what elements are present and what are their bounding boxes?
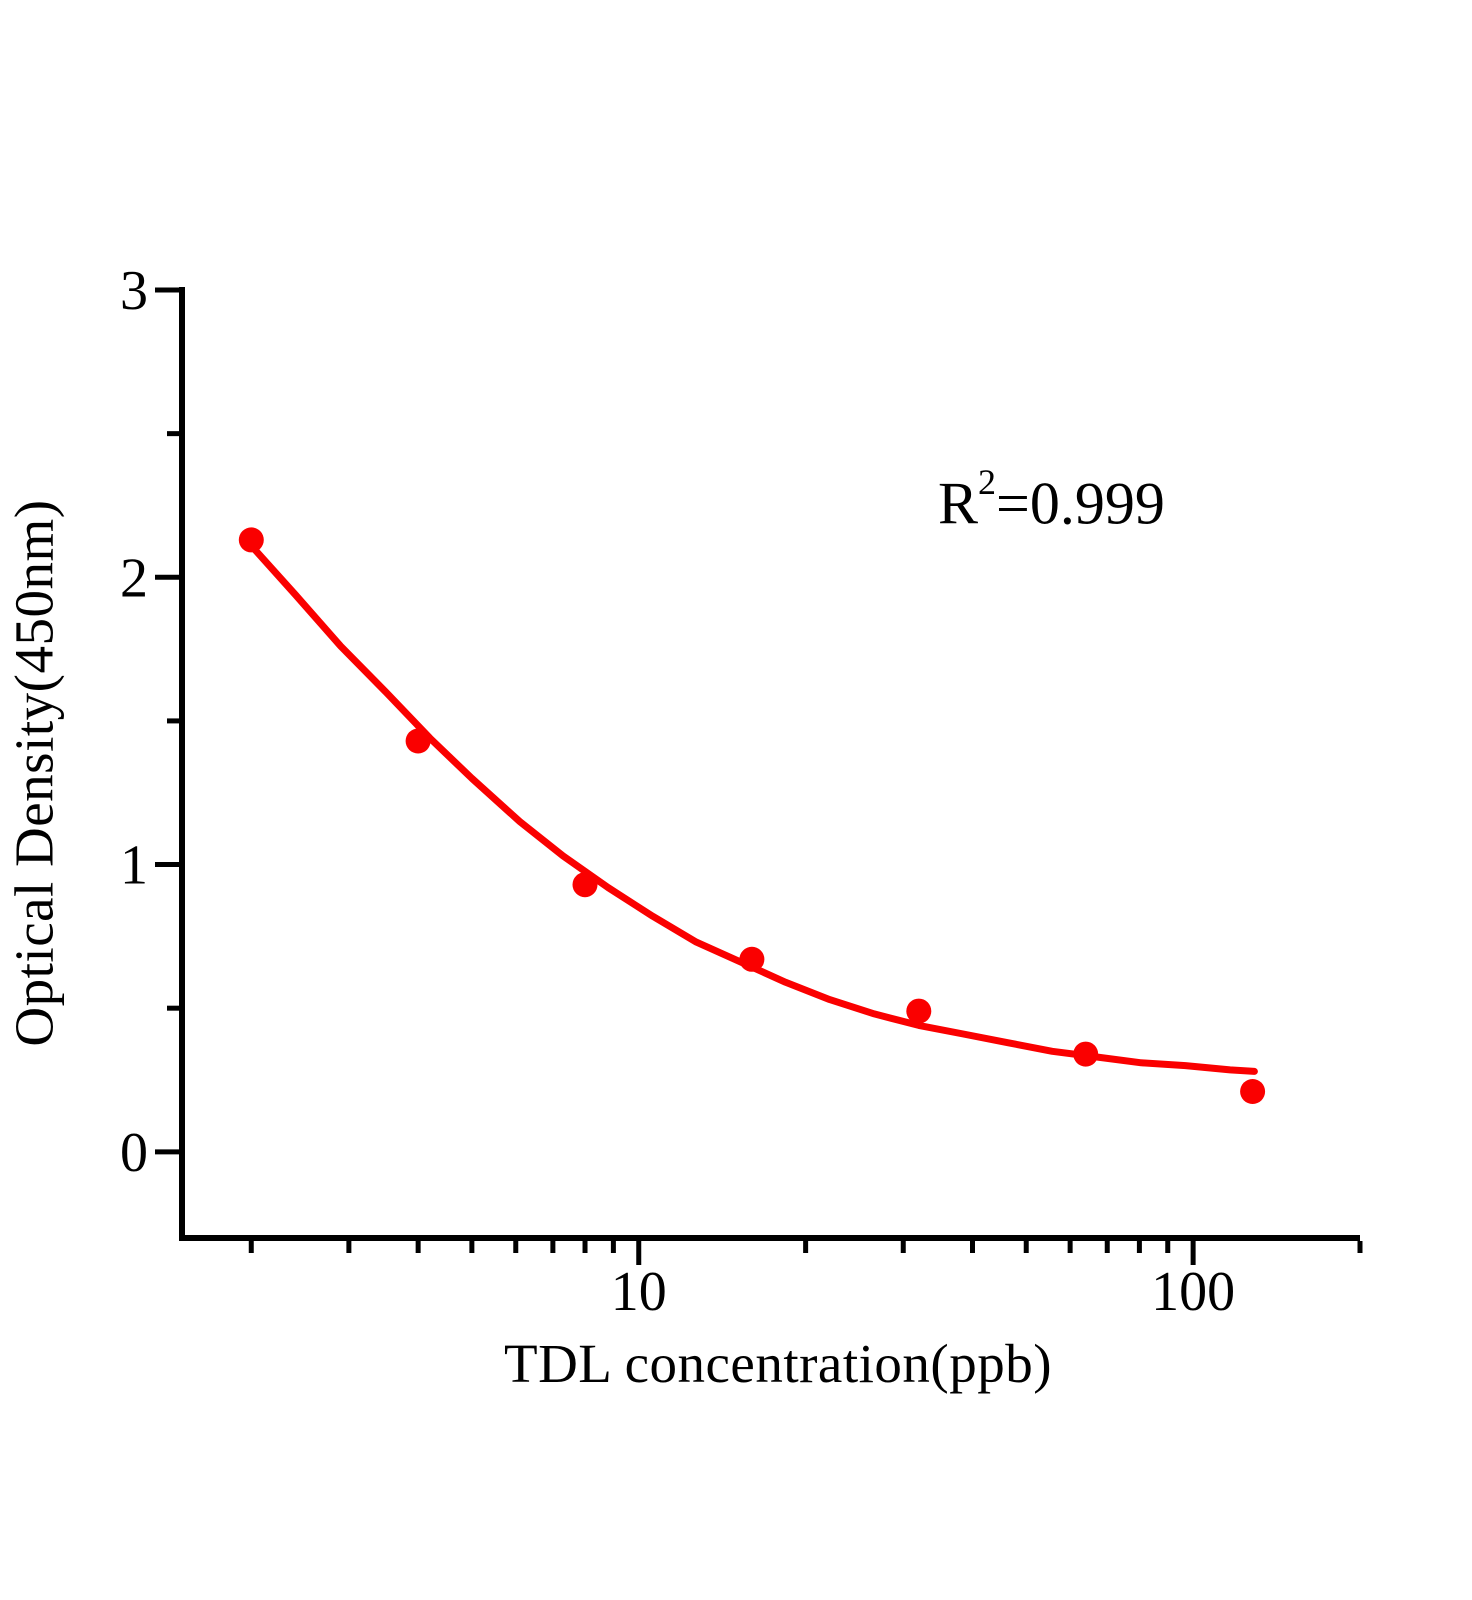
y-axis-ticks: 0 1 2 3	[120, 260, 179, 1184]
r-squared-base: R	[938, 470, 979, 537]
r-squared-value: =0.999	[996, 470, 1165, 537]
y-tick-label-1: 1	[120, 835, 148, 897]
axes-group	[179, 287, 1360, 1241]
data-point-4ppb	[405, 728, 431, 754]
x-axis-ticks: 10 100	[248, 1241, 1363, 1323]
x-axis-title: TDL concentration(ppb)	[503, 1333, 1053, 1394]
data-points-group	[238, 527, 1266, 1104]
r-squared-exponent: 2	[978, 462, 997, 502]
x-tick-label-10: 10	[611, 1261, 667, 1323]
y-tick-label-3: 3	[120, 260, 148, 322]
data-point-2ppb	[238, 527, 264, 553]
data-point-16ppb	[739, 946, 765, 972]
fit-curve-group	[247, 542, 1258, 1075]
x-tick-label-100: 100	[1151, 1261, 1235, 1323]
data-point-128ppb	[1240, 1079, 1266, 1104]
data-point-32ppb	[906, 998, 932, 1024]
y-tick-label-0: 0	[120, 1122, 148, 1184]
y-tick-label-2: 2	[120, 547, 148, 609]
data-point-64ppb	[1073, 1041, 1099, 1067]
y-axis-title: Optical Density(450nm)	[3, 499, 65, 1047]
data-point-8ppb	[572, 872, 598, 898]
r-squared-annotation: R2=0.999	[938, 461, 1165, 540]
fit-curve-path	[247, 542, 1258, 1075]
